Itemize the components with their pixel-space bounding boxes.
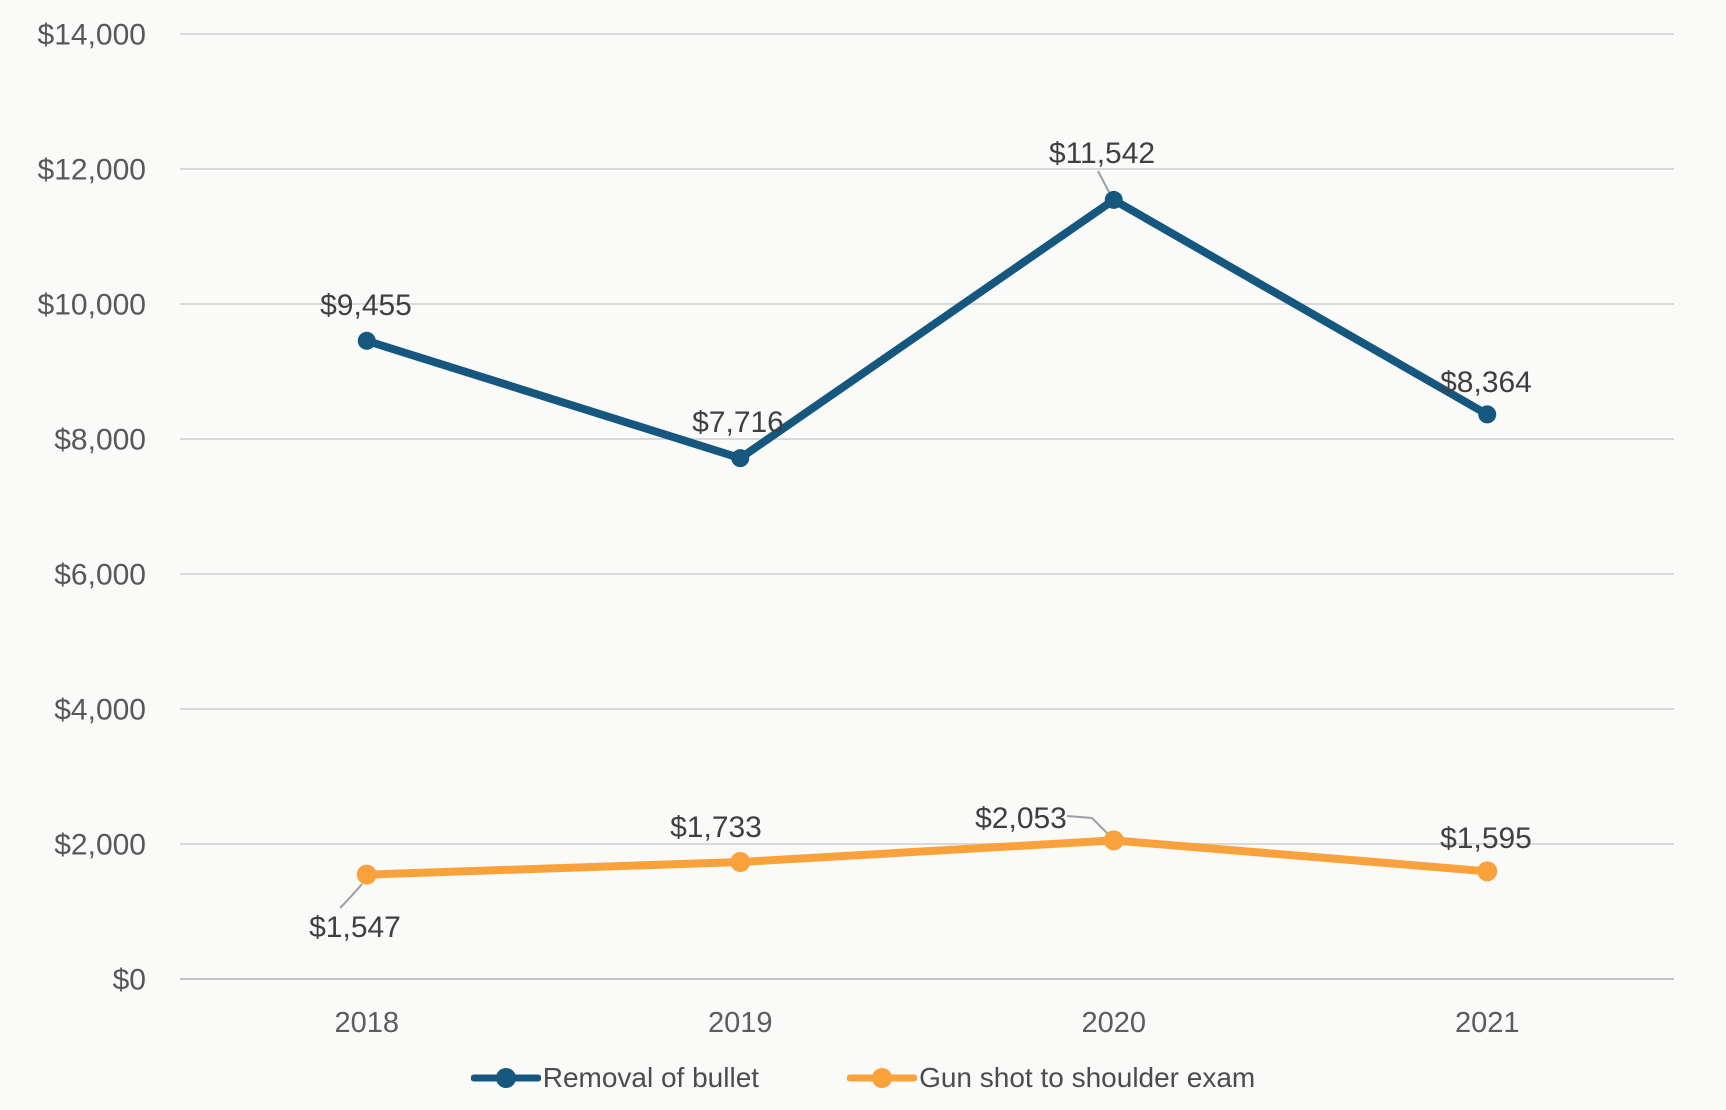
y-axis-labels: $0 $2,000 $4,000 $6,000 $8,000 $10,000 $12,000… [38, 19, 146, 997]
data-point-gun-shot-to-shoulder-exam [730, 852, 751, 873]
legend-item-removal-of-bullet: Removal of bullet [470, 1062, 760, 1094]
data-label-removal-of-bullet: $8,364 [1440, 366, 1532, 399]
data-label-removal-of-bullet: $11,542 [1049, 137, 1155, 170]
x-axis-tick-label: 2019 [708, 1007, 773, 1039]
y-axis-tick-label: $0 [113, 964, 146, 997]
data-label-leader-line [339, 883, 363, 909]
data-label-removal-of-bullet: $7,716 [692, 406, 784, 439]
gridlines-layer [180, 33, 1674, 980]
y-axis-tick-label: $2,000 [54, 829, 146, 862]
data-point-gun-shot-to-shoulder-exam [1477, 861, 1498, 882]
leader-lines-layer [339, 170, 1111, 909]
data-point-removal-of-bullet [1104, 190, 1123, 209]
data-label-leader-line [1097, 170, 1111, 195]
y-axis-tick-label: $14,000 [38, 19, 146, 52]
y-axis-tick-label: $12,000 [38, 154, 146, 187]
data-point-gun-shot-to-shoulder-exam [356, 864, 377, 885]
series-layer [356, 190, 1498, 885]
y-axis-tick-label: $6,000 [54, 559, 146, 592]
data-label-gun-shot-to-shoulder-exam: $1,733 [670, 811, 762, 844]
x-axis-tick-label: 2018 [334, 1007, 399, 1039]
series-line-gun-shot-to-shoulder-exam [362, 836, 1492, 879]
line-series-marker-icon [847, 1068, 918, 1088]
data-point-removal-of-bullet [357, 331, 376, 350]
data-label-removal-of-bullet: $9,455 [320, 289, 412, 322]
x-axis-tick-label: 2021 [1455, 1007, 1520, 1039]
data-label-gun-shot-to-shoulder-exam: $2,053 [975, 802, 1067, 835]
data-labels-layer: $9,455 $7,716 $11,542 $8,364 $1,547 $1,733 $2,… [309, 137, 1532, 944]
x-axis-labels: 2018 2019 2020 2021 [334, 1007, 1519, 1039]
legend-label: Gun shot to shoulder exam [919, 1062, 1256, 1093]
data-label-leader-line [1066, 815, 1111, 837]
data-point-gun-shot-to-shoulder-exam [1103, 830, 1124, 851]
data-point-removal-of-bullet [1478, 405, 1497, 424]
y-axis-tick-label: $4,000 [54, 694, 146, 727]
chart-legend: Removal of bullet Gun shot to shoulder e… [0, 1062, 1726, 1094]
y-axis-tick-label: $8,000 [54, 424, 146, 457]
legend-label: Removal of bullet [542, 1062, 760, 1093]
x-axis-tick-label: 2020 [1081, 1007, 1146, 1039]
y-axis-tick-label: $10,000 [38, 289, 146, 322]
data-label-gun-shot-to-shoulder-exam: $1,595 [1440, 822, 1532, 855]
series-line-removal-of-bullet [362, 195, 1492, 463]
line-series-marker-icon [470, 1068, 541, 1088]
data-point-removal-of-bullet [731, 449, 750, 468]
legend-item-gun-shot-to-shoulder-exam: Gun shot to shoulder exam [847, 1062, 1255, 1094]
data-label-gun-shot-to-shoulder-exam: $1,547 [309, 911, 401, 944]
